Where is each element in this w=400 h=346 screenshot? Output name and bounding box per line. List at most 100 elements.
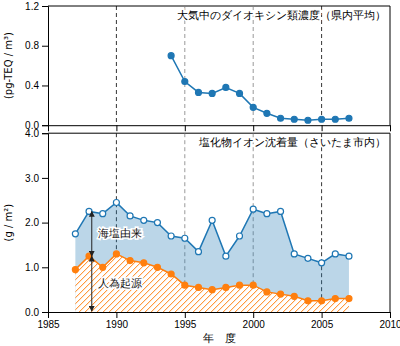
frame	[48, 133, 390, 134]
tick-mark	[42, 133, 48, 134]
tick-mark	[253, 312, 254, 318]
point	[141, 217, 147, 223]
tick: 0.0	[25, 307, 48, 318]
annotation-arrow	[91, 256, 92, 311]
point	[264, 211, 270, 217]
panel: 0.00.40.81.2大気中のダイオキシン類濃度（県内平均）(pg-TEQ /…	[3, 1, 391, 132]
tick	[390, 125, 391, 131]
point	[127, 213, 133, 219]
tick	[116, 125, 117, 131]
tick-mark	[116, 125, 117, 131]
x-axis: 1985 1990 1995 2000 2005 2010	[37, 312, 400, 330]
tick: 0.8	[25, 40, 48, 51]
tick-mark	[42, 46, 48, 47]
tick-label: 1995	[174, 319, 197, 330]
tick-mark	[42, 267, 48, 268]
point	[209, 287, 215, 293]
point	[209, 217, 215, 223]
markers	[72, 199, 352, 265]
tick-mark	[42, 125, 48, 126]
point	[223, 284, 229, 290]
tick-mark	[253, 125, 254, 131]
annotation-arrow	[91, 211, 92, 256]
point	[237, 233, 243, 239]
point	[332, 251, 338, 257]
annotation-label: 人為起源	[98, 277, 142, 290]
point	[264, 289, 270, 295]
tick-label: 1990	[106, 319, 129, 330]
tick-mark	[42, 223, 48, 224]
point	[346, 253, 352, 259]
tick: 2005	[311, 312, 334, 330]
tick: 4.0	[25, 128, 48, 139]
tick-label: 2.0	[25, 217, 39, 228]
tick: 1990	[106, 312, 129, 330]
point	[100, 264, 106, 270]
tick-label: 0.0	[25, 307, 39, 318]
tick: 1.2	[25, 1, 48, 12]
point	[195, 89, 201, 95]
point	[319, 260, 325, 266]
point	[278, 115, 284, 121]
point	[305, 255, 311, 261]
point	[332, 296, 338, 302]
tick-mark	[390, 125, 391, 131]
tick-mark	[322, 125, 323, 131]
x-axis	[49, 125, 391, 131]
tick-label: 0.8	[25, 40, 39, 51]
title: 塩化物イオン沈着量（さいたま市内）	[198, 136, 386, 149]
area	[75, 254, 349, 312]
tick-mark	[322, 312, 323, 318]
tick-label: 0.4	[25, 80, 39, 91]
tick	[322, 125, 323, 131]
point	[168, 233, 174, 239]
tick-mark	[185, 312, 186, 318]
point	[223, 84, 229, 90]
tick	[185, 125, 186, 131]
tick: 2000	[243, 312, 266, 330]
point	[278, 208, 284, 214]
point	[305, 117, 311, 123]
point	[237, 282, 243, 288]
point	[86, 253, 92, 259]
tick-mark	[185, 125, 186, 131]
axis-line	[42, 134, 49, 313]
tick-label: 2010	[379, 319, 400, 330]
point	[113, 199, 119, 205]
tick	[253, 125, 254, 131]
frame	[390, 133, 391, 312]
plot-area	[116, 6, 352, 125]
point	[250, 104, 256, 110]
point	[141, 260, 147, 266]
point	[72, 231, 78, 237]
tick: 1985	[37, 312, 60, 330]
point	[100, 211, 106, 217]
tick-label: 2000	[243, 319, 266, 330]
reference-line	[184, 6, 185, 125]
point	[291, 251, 297, 257]
reference-line	[116, 6, 117, 125]
y-axis-title: (g / m²)	[3, 204, 14, 242]
plot-area	[72, 133, 352, 312]
point	[209, 90, 215, 96]
tick-mark	[42, 85, 48, 86]
y-axis: 0.00.40.81.2	[25, 1, 48, 131]
tick-mark	[390, 312, 391, 318]
line	[75, 254, 349, 301]
point	[113, 251, 119, 257]
point	[168, 271, 174, 277]
point	[305, 298, 311, 304]
point	[195, 284, 201, 290]
axis-line	[42, 7, 49, 126]
tick-mark	[42, 178, 48, 179]
tick-label: 1.0	[25, 262, 39, 273]
point	[319, 298, 325, 304]
axis-line	[49, 313, 391, 319]
panel: 1985199019952000200520100.01.02.03.04.0海…	[3, 128, 400, 345]
tick: 1995	[174, 312, 197, 330]
tick-label: 2005	[311, 319, 334, 330]
point	[264, 110, 270, 116]
tick-mark	[116, 312, 117, 318]
tick: 1.0	[25, 262, 48, 273]
y-axis: 0.01.02.03.04.0	[25, 128, 48, 318]
